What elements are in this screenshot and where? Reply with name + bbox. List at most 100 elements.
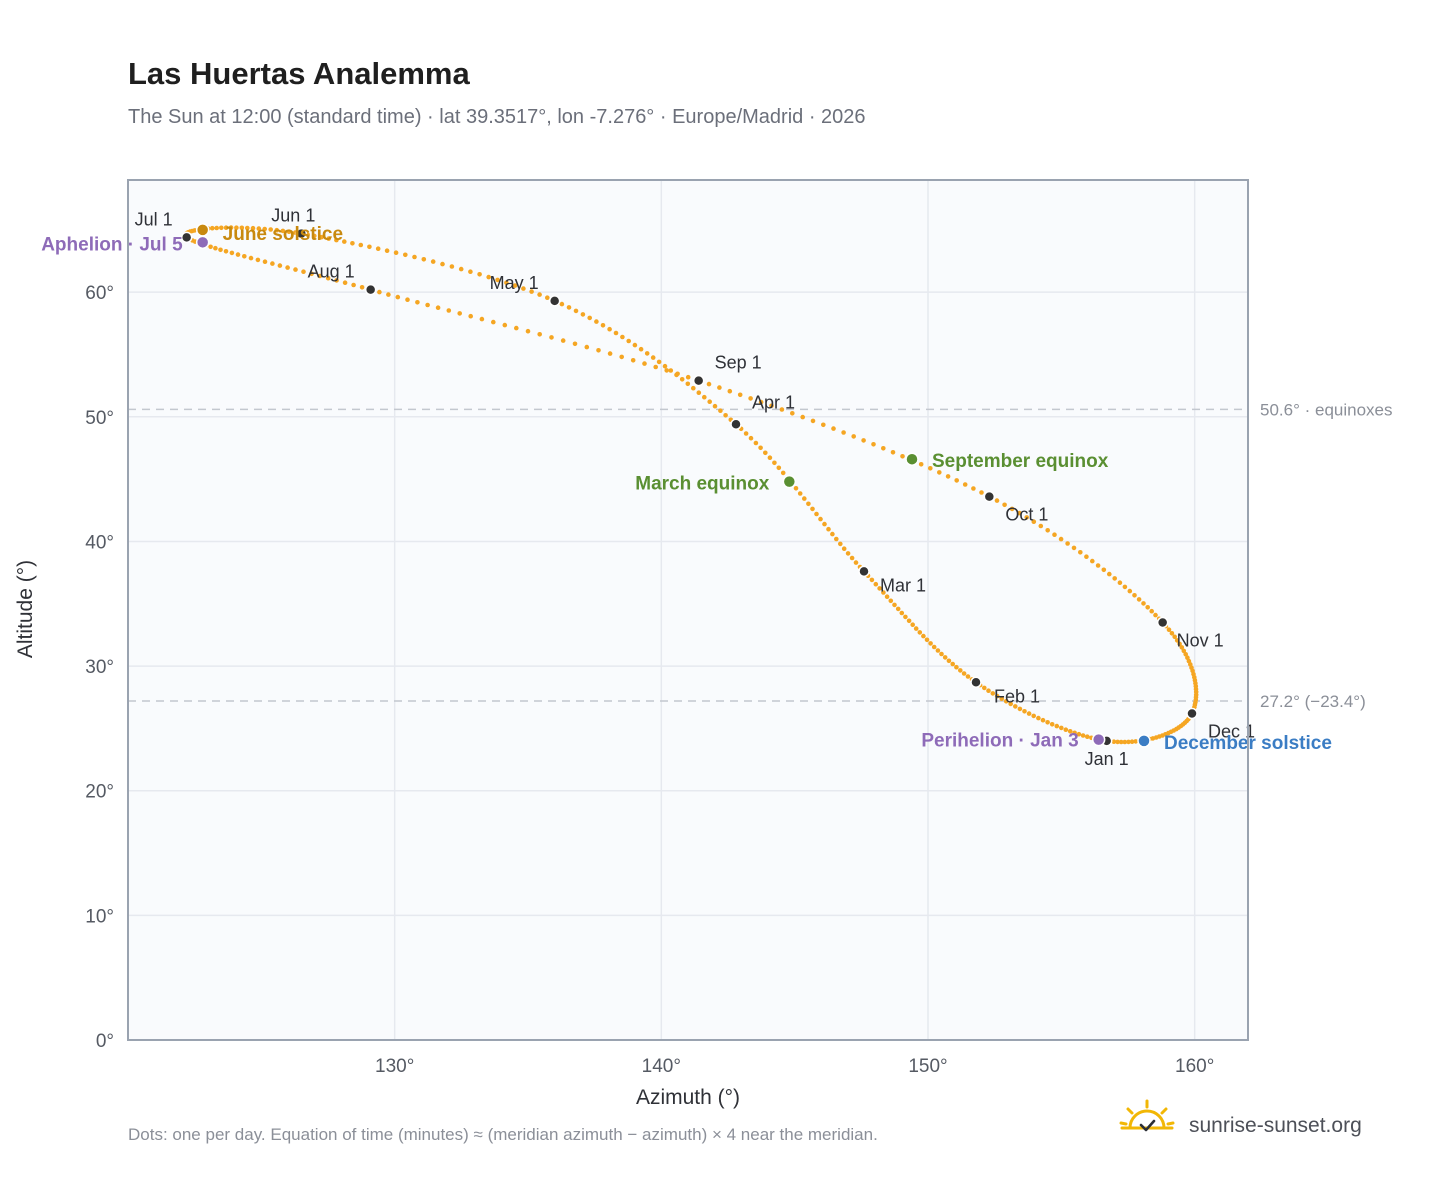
- day-dot: [584, 344, 590, 350]
- month-label: Nov 1: [1177, 630, 1224, 650]
- day-dot: [229, 250, 235, 256]
- day-dot: [1045, 720, 1050, 725]
- day-dot: [806, 501, 811, 507]
- day-dot: [1038, 523, 1044, 529]
- day-dot: [702, 394, 707, 400]
- day-dot: [529, 289, 534, 294]
- day-dot: [910, 622, 915, 627]
- day-dot: [664, 368, 669, 373]
- day-dot: [342, 280, 348, 286]
- y-tick-label: 60°: [85, 283, 114, 304]
- day-dot: [679, 377, 685, 382]
- day-dot: [268, 227, 274, 232]
- day-dot: [1045, 528, 1050, 533]
- day-dot: [334, 237, 339, 243]
- month-point: [1186, 707, 1198, 720]
- day-dot: [638, 346, 644, 352]
- month-point: [970, 676, 982, 689]
- event-point: [195, 223, 210, 237]
- day-dot: [691, 385, 696, 391]
- day-dot: [946, 658, 952, 664]
- day-dot: [218, 247, 223, 253]
- day-dot: [650, 355, 656, 360]
- day-dot: [334, 278, 339, 283]
- day-dot: [613, 330, 619, 336]
- day-dot: [607, 326, 612, 332]
- day-dot: [1065, 541, 1070, 546]
- day-dot: [900, 454, 905, 459]
- day-dot: [1122, 584, 1128, 590]
- reference-line-label: 50.6° · equinoxes: [1260, 400, 1393, 419]
- day-dot: [208, 244, 213, 250]
- day-dot: [326, 236, 332, 241]
- month-point: [295, 227, 308, 240]
- reference-line-label: 27.2° (−23.4°): [1260, 692, 1366, 711]
- day-dot: [1008, 701, 1013, 707]
- day-dot: [1084, 554, 1089, 559]
- day-dot: [479, 316, 485, 322]
- day-dot: [630, 358, 636, 363]
- footnote: Dots: one per day. Equation of time (min…: [128, 1125, 878, 1144]
- day-dot: [495, 277, 500, 283]
- day-dot: [1141, 601, 1146, 606]
- day-dot: [717, 385, 722, 390]
- day-dot: [881, 446, 886, 451]
- month-point: [692, 374, 705, 387]
- day-dot: [838, 541, 843, 547]
- day-dot: [642, 361, 647, 366]
- month-label: Aug 1: [308, 262, 355, 282]
- day-dot: [834, 536, 839, 542]
- day-dot: [718, 408, 723, 414]
- day-dot: [358, 242, 364, 248]
- day-dot: [1071, 545, 1077, 551]
- event-point: [195, 235, 210, 250]
- day-dot: [861, 438, 866, 443]
- day-dot: [393, 250, 399, 255]
- day-dot: [1017, 706, 1023, 712]
- day-dot: [871, 442, 876, 447]
- day-dot: [979, 490, 984, 495]
- day-dot: [549, 335, 554, 340]
- day-dot: [1072, 730, 1077, 736]
- day-dot: [573, 308, 579, 314]
- day-dot: [435, 305, 441, 311]
- day-dot: [1076, 731, 1082, 737]
- day-dot: [1115, 739, 1120, 745]
- day-dot: [514, 325, 519, 331]
- sun-icon: [1119, 1099, 1175, 1132]
- day-dot: [851, 434, 856, 439]
- day-dot: [285, 265, 290, 270]
- day-dot: [309, 271, 314, 277]
- day-dot: [994, 693, 1000, 699]
- day-dot: [797, 491, 803, 496]
- y-axis-label: Altitude (°): [14, 560, 37, 658]
- day-dot: [587, 315, 592, 321]
- day-dot: [367, 244, 372, 250]
- day-dot: [486, 274, 492, 280]
- x-tick-label: 160°: [1175, 1056, 1214, 1077]
- day-dot: [821, 422, 826, 428]
- event-point: [782, 474, 797, 489]
- day-dot: [223, 249, 229, 254]
- plot-frame: [127, 179, 1249, 1041]
- day-dot: [234, 225, 239, 230]
- day-dot: [780, 470, 786, 476]
- day-dot: [1166, 627, 1172, 632]
- day-dot: [994, 498, 1000, 503]
- day-dot: [928, 466, 933, 471]
- month-label: Jul 1: [135, 209, 173, 229]
- day-dot: [293, 267, 298, 272]
- month-label: May 1: [490, 273, 539, 293]
- day-dot: [545, 295, 550, 301]
- day-dot: [359, 285, 365, 290]
- event-label: March equinox: [635, 474, 770, 495]
- reference-lines: 50.6° · equinoxes 27.2° (−23.4°): [128, 400, 1393, 711]
- day-dot: [1080, 733, 1086, 738]
- day-dot: [814, 511, 819, 517]
- day-dot: [644, 351, 650, 356]
- day-dot: [1107, 571, 1112, 577]
- day-dot: [1052, 532, 1057, 537]
- brand-logo[interactable]: sunrise-sunset.org: [1119, 1099, 1362, 1137]
- axis-ticks: 130° 140° 150° 160° 0° 10° 20° 30° 40° 50° 60°: [85, 283, 1214, 1077]
- month-label: Jan 1: [1085, 749, 1129, 769]
